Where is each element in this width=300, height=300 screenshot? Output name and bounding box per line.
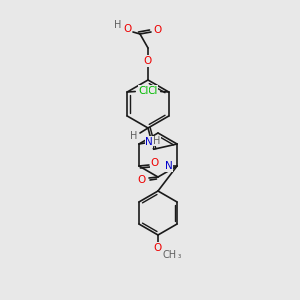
Text: N: N <box>165 161 173 171</box>
Text: CH: CH <box>163 250 177 260</box>
Text: ₃: ₃ <box>177 251 181 260</box>
Text: O: O <box>144 56 152 66</box>
Text: O: O <box>151 158 159 168</box>
Text: H: H <box>130 131 138 141</box>
Text: O: O <box>153 25 161 35</box>
Text: Cl: Cl <box>138 86 148 96</box>
Text: H: H <box>114 20 122 30</box>
Text: O: O <box>138 175 146 185</box>
Text: Cl: Cl <box>148 86 158 96</box>
Text: O: O <box>154 243 162 253</box>
Text: O: O <box>123 25 131 34</box>
Text: N: N <box>145 137 153 147</box>
Text: H: H <box>153 136 161 146</box>
